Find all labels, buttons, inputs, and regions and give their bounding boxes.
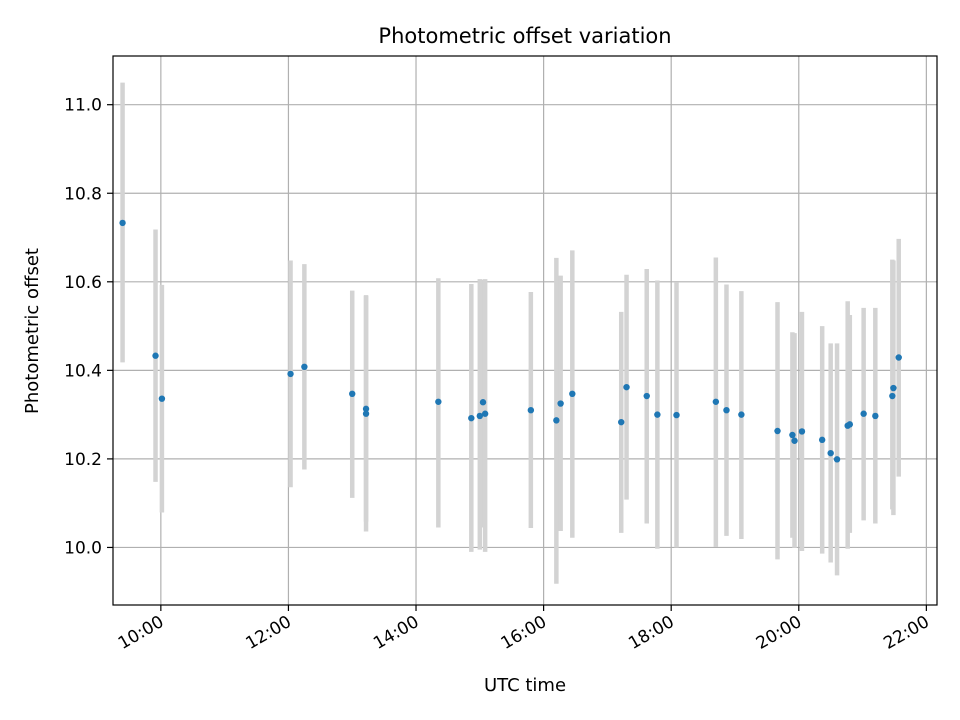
data-point [890, 384, 897, 392]
plot-frame [112, 55, 938, 606]
data-point [527, 406, 535, 414]
data-point [846, 421, 854, 428]
data-point [557, 400, 564, 407]
data-point [738, 411, 745, 418]
y-tick-label: 10.2 [64, 450, 102, 470]
data-point [818, 436, 826, 444]
data-points [119, 219, 902, 463]
y-tick-label: 10.6 [64, 273, 102, 293]
data-point [618, 418, 625, 426]
data-point [569, 390, 576, 398]
data-point [362, 410, 370, 417]
data-point [791, 437, 798, 444]
data-point [152, 352, 159, 359]
data-point [895, 354, 902, 361]
data-point [623, 383, 630, 391]
data-point [479, 399, 487, 406]
y-axis-label: Photometric offset [22, 248, 43, 414]
y-tick-label: 10.0 [64, 538, 102, 558]
data-point [643, 392, 650, 400]
data-point [158, 395, 166, 402]
data-point [789, 431, 796, 439]
data-point [362, 405, 370, 413]
y-tick-label: 11.0 [64, 96, 102, 116]
data-point [654, 411, 661, 418]
data-point [860, 410, 867, 417]
data-point [889, 392, 896, 400]
data-point [287, 370, 294, 378]
data-point [349, 390, 356, 398]
data-point [435, 398, 442, 405]
data-point [723, 406, 730, 414]
data-point [712, 398, 720, 405]
data-point [798, 428, 806, 435]
data-point [833, 456, 841, 463]
data-point [119, 219, 126, 227]
x-axis-label: UTC time [484, 675, 566, 696]
data-point [476, 412, 484, 420]
chart-title: Photometric offset variation [378, 24, 671, 48]
data-point [827, 449, 834, 457]
data-point [553, 417, 560, 424]
data-point [774, 427, 781, 435]
y-axis: 10.0 10.2 10.4 10.6 10.8 11.0 [64, 96, 113, 558]
data-point [301, 363, 308, 371]
y-tick-label: 10.4 [64, 361, 102, 381]
data-point [468, 414, 475, 422]
data-point [673, 411, 680, 419]
y-tick-label: 10.8 [64, 184, 102, 204]
data-point [872, 412, 879, 420]
data-point [481, 410, 489, 417]
